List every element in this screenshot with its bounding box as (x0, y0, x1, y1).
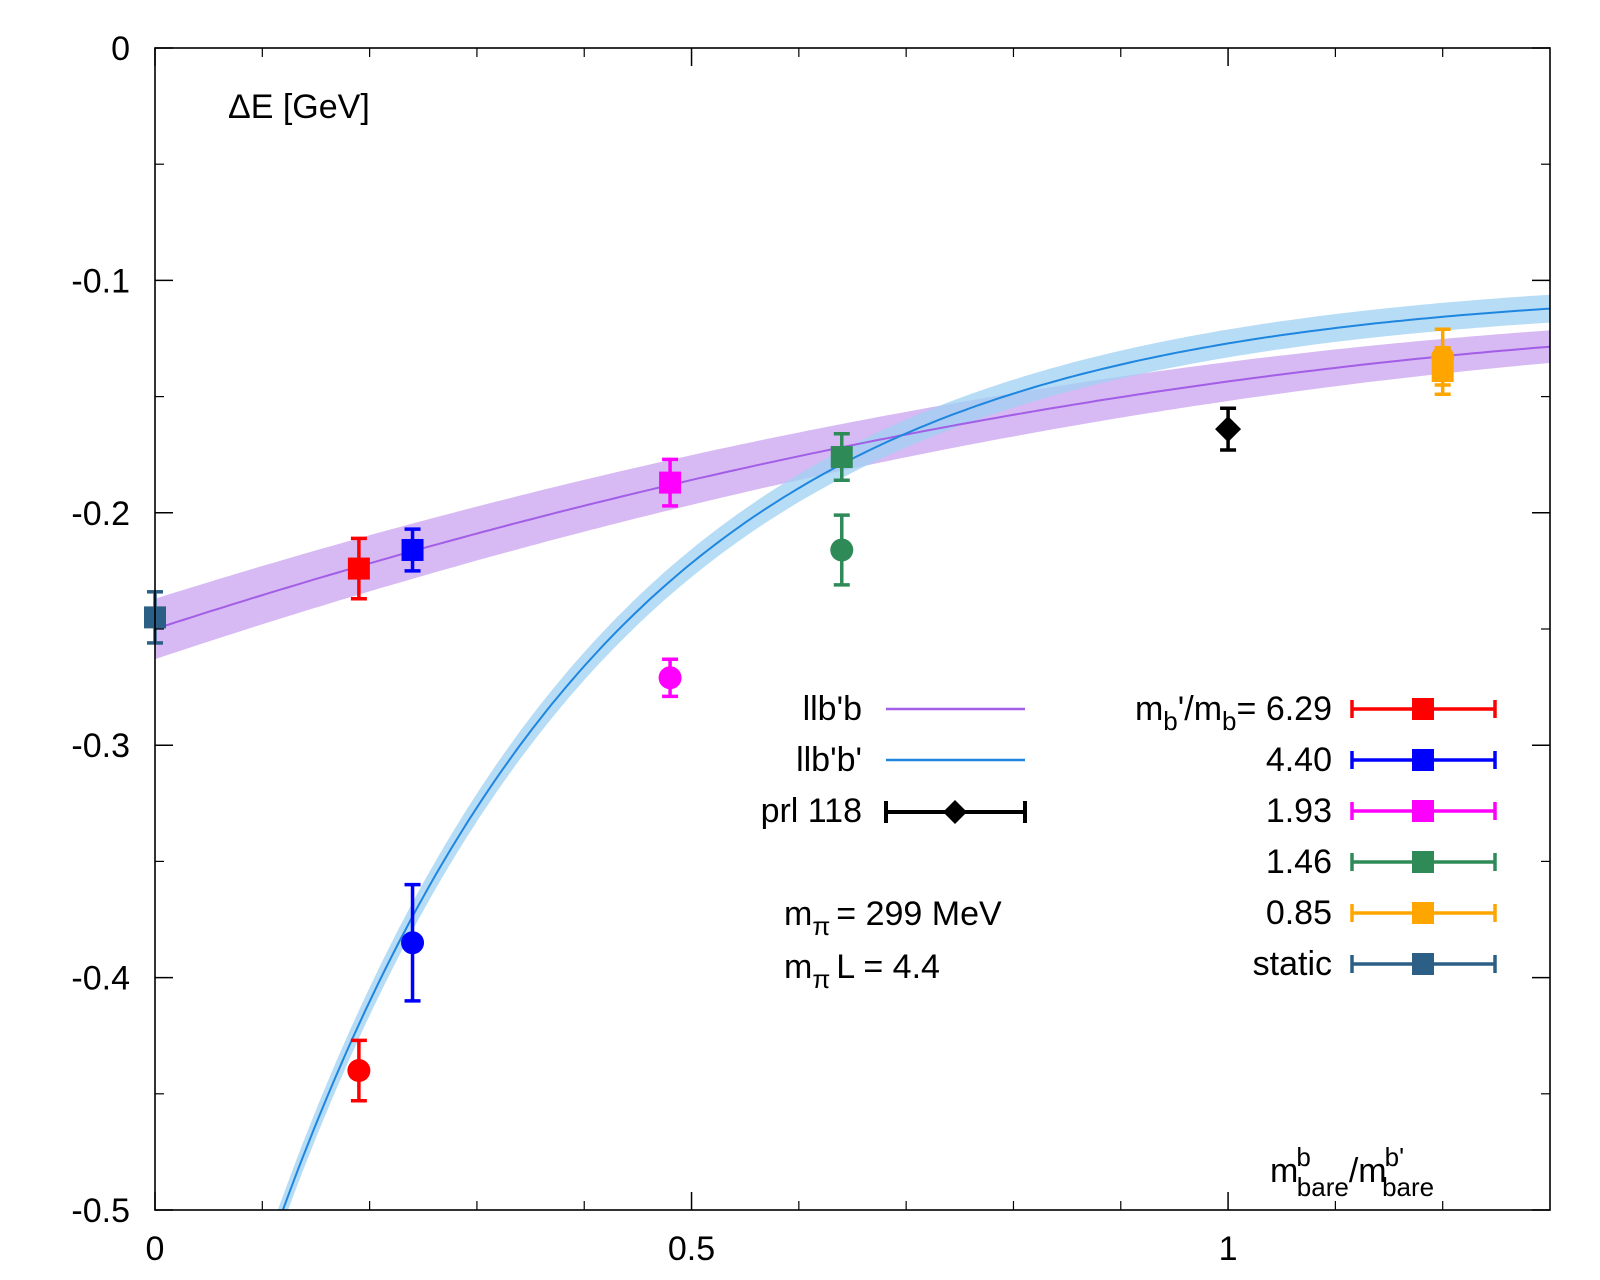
legend-ratio-header-mid: '/m (1178, 690, 1222, 728)
marker-square (659, 471, 682, 494)
legend-square (1412, 902, 1434, 924)
legend-square (1412, 800, 1434, 822)
x-label-sub1: bare (1297, 1172, 1349, 1202)
annotation-mpi: mπ = 299 MeV (784, 895, 1002, 941)
marker-square (401, 538, 424, 561)
annotation-mpiL: mπ L = 4.4 (784, 948, 940, 994)
fits-layer (155, 294, 1550, 1210)
marker-circle (401, 931, 425, 955)
legend-ratio-marker-2 (1350, 800, 1497, 822)
legend-ratio-label-2: 1.93 (1266, 792, 1332, 830)
annotation-mpiL-sym: m (784, 948, 812, 986)
legend-ratio-label-4: 0.85 (1266, 894, 1332, 932)
marker-circle (830, 538, 854, 562)
point-prl118-diamond-0 (1215, 406, 1242, 452)
legend-ratio-value-0: 6.29 (1266, 690, 1332, 728)
legend-ratio-header-sub2: b (1222, 706, 1236, 736)
x-label-m1: m (1270, 1152, 1298, 1190)
legend-ratio-markers (1350, 698, 1497, 975)
x-tick-label-2: 1 (1219, 1230, 1238, 1268)
legend-ratio-marker-1 (1350, 749, 1497, 771)
legend-ratio-label-5: static (1253, 945, 1332, 983)
marker-square (347, 557, 370, 580)
y-tick-label-0: 0 (111, 30, 130, 68)
y-tick-label-4: -0.4 (71, 960, 130, 998)
legend-ratio-header-eq: = (1237, 690, 1266, 728)
points-layer (144, 327, 1455, 1103)
x-tick-label-0: 0 (146, 1230, 165, 1268)
annotation-mpiL-sub: π (812, 964, 830, 994)
point-146-square-0 (830, 432, 853, 483)
legend-ratio-marker-5 (1350, 953, 1497, 975)
y-tick-label-2: -0.2 (71, 495, 130, 533)
y-tick-label-5: -0.5 (71, 1192, 130, 1230)
point-440-circle-1 (401, 882, 425, 1003)
legend-ratio-header-m1: m (1135, 690, 1163, 728)
legend-fit-label-1: llb'b' (796, 741, 862, 779)
legend-ratio-label-3: 1.46 (1266, 843, 1332, 881)
point-146-circle-1 (830, 513, 854, 587)
point-193-square-0 (659, 457, 682, 508)
legend-ratio-marker-3 (1350, 851, 1497, 873)
y-tick-label-1: -0.1 (71, 262, 130, 300)
point-440-square-0 (401, 527, 424, 573)
point-629-square-0 (347, 536, 370, 601)
legend-ratio-header: mb'/mb= 6.29 (1135, 690, 1332, 736)
legend-fits: llb'b llb'b' prl 118 (761, 690, 1027, 830)
y-tick-label-3: -0.3 (71, 727, 130, 765)
x-label-sup1: b (1296, 1142, 1310, 1172)
legend-ratio-header-sub1: b (1163, 706, 1177, 736)
x-label-sub2: bare (1382, 1172, 1434, 1202)
annotation-mpi-value: = 299 MeV (836, 895, 1002, 933)
marker-circle (1431, 345, 1455, 369)
marker-circle (347, 1059, 371, 1083)
legend-ratios: mb'/mb= 6.29 4.40 1.93 1.46 0.85 static (1135, 690, 1497, 983)
legend-square (1412, 953, 1434, 975)
ticks-layer: 0 0.5 1 0 -0.1 -0.2 -0.3 -0.4 -0.5 (71, 30, 1550, 1268)
annotation-mpiL-value: L = 4.4 (836, 948, 940, 986)
legend-fit-label-0: llb'b (803, 690, 862, 728)
fit-curve-llbbprime (281, 307, 1550, 1210)
point-629-circle-1 (347, 1038, 371, 1103)
annotation-mpi-sub: π (812, 911, 830, 941)
x-label-sup2: b' (1385, 1142, 1404, 1172)
marker-circle (658, 666, 682, 690)
legend-ratio-marker-0 (1350, 698, 1497, 720)
annotation-mpi-sym: m (784, 895, 812, 933)
legend-square (1412, 698, 1434, 720)
x-tick-label-1: 0.5 (668, 1230, 715, 1268)
legend-square (1412, 851, 1434, 873)
fit-band-llbb (155, 330, 1550, 660)
legend-square (1412, 749, 1434, 771)
marker-diamond (1215, 416, 1242, 443)
fit-curve-llbb (155, 345, 1550, 630)
marker-square (830, 446, 853, 469)
point-193-circle-1 (658, 657, 682, 699)
y-axis-label: ΔE [GeV] (228, 88, 370, 126)
legend-prl-marker (884, 800, 1027, 824)
legend-prl-label: prl 118 (761, 792, 862, 830)
x-label-slash-m: /m (1349, 1152, 1387, 1190)
x-axis-label: mb bare/mb' bare (1270, 1142, 1434, 1202)
legend-ratio-marker-4 (1350, 902, 1497, 924)
legend-ratio-label-1: 4.40 (1266, 741, 1332, 779)
point-085-circle-1 (1431, 327, 1455, 387)
